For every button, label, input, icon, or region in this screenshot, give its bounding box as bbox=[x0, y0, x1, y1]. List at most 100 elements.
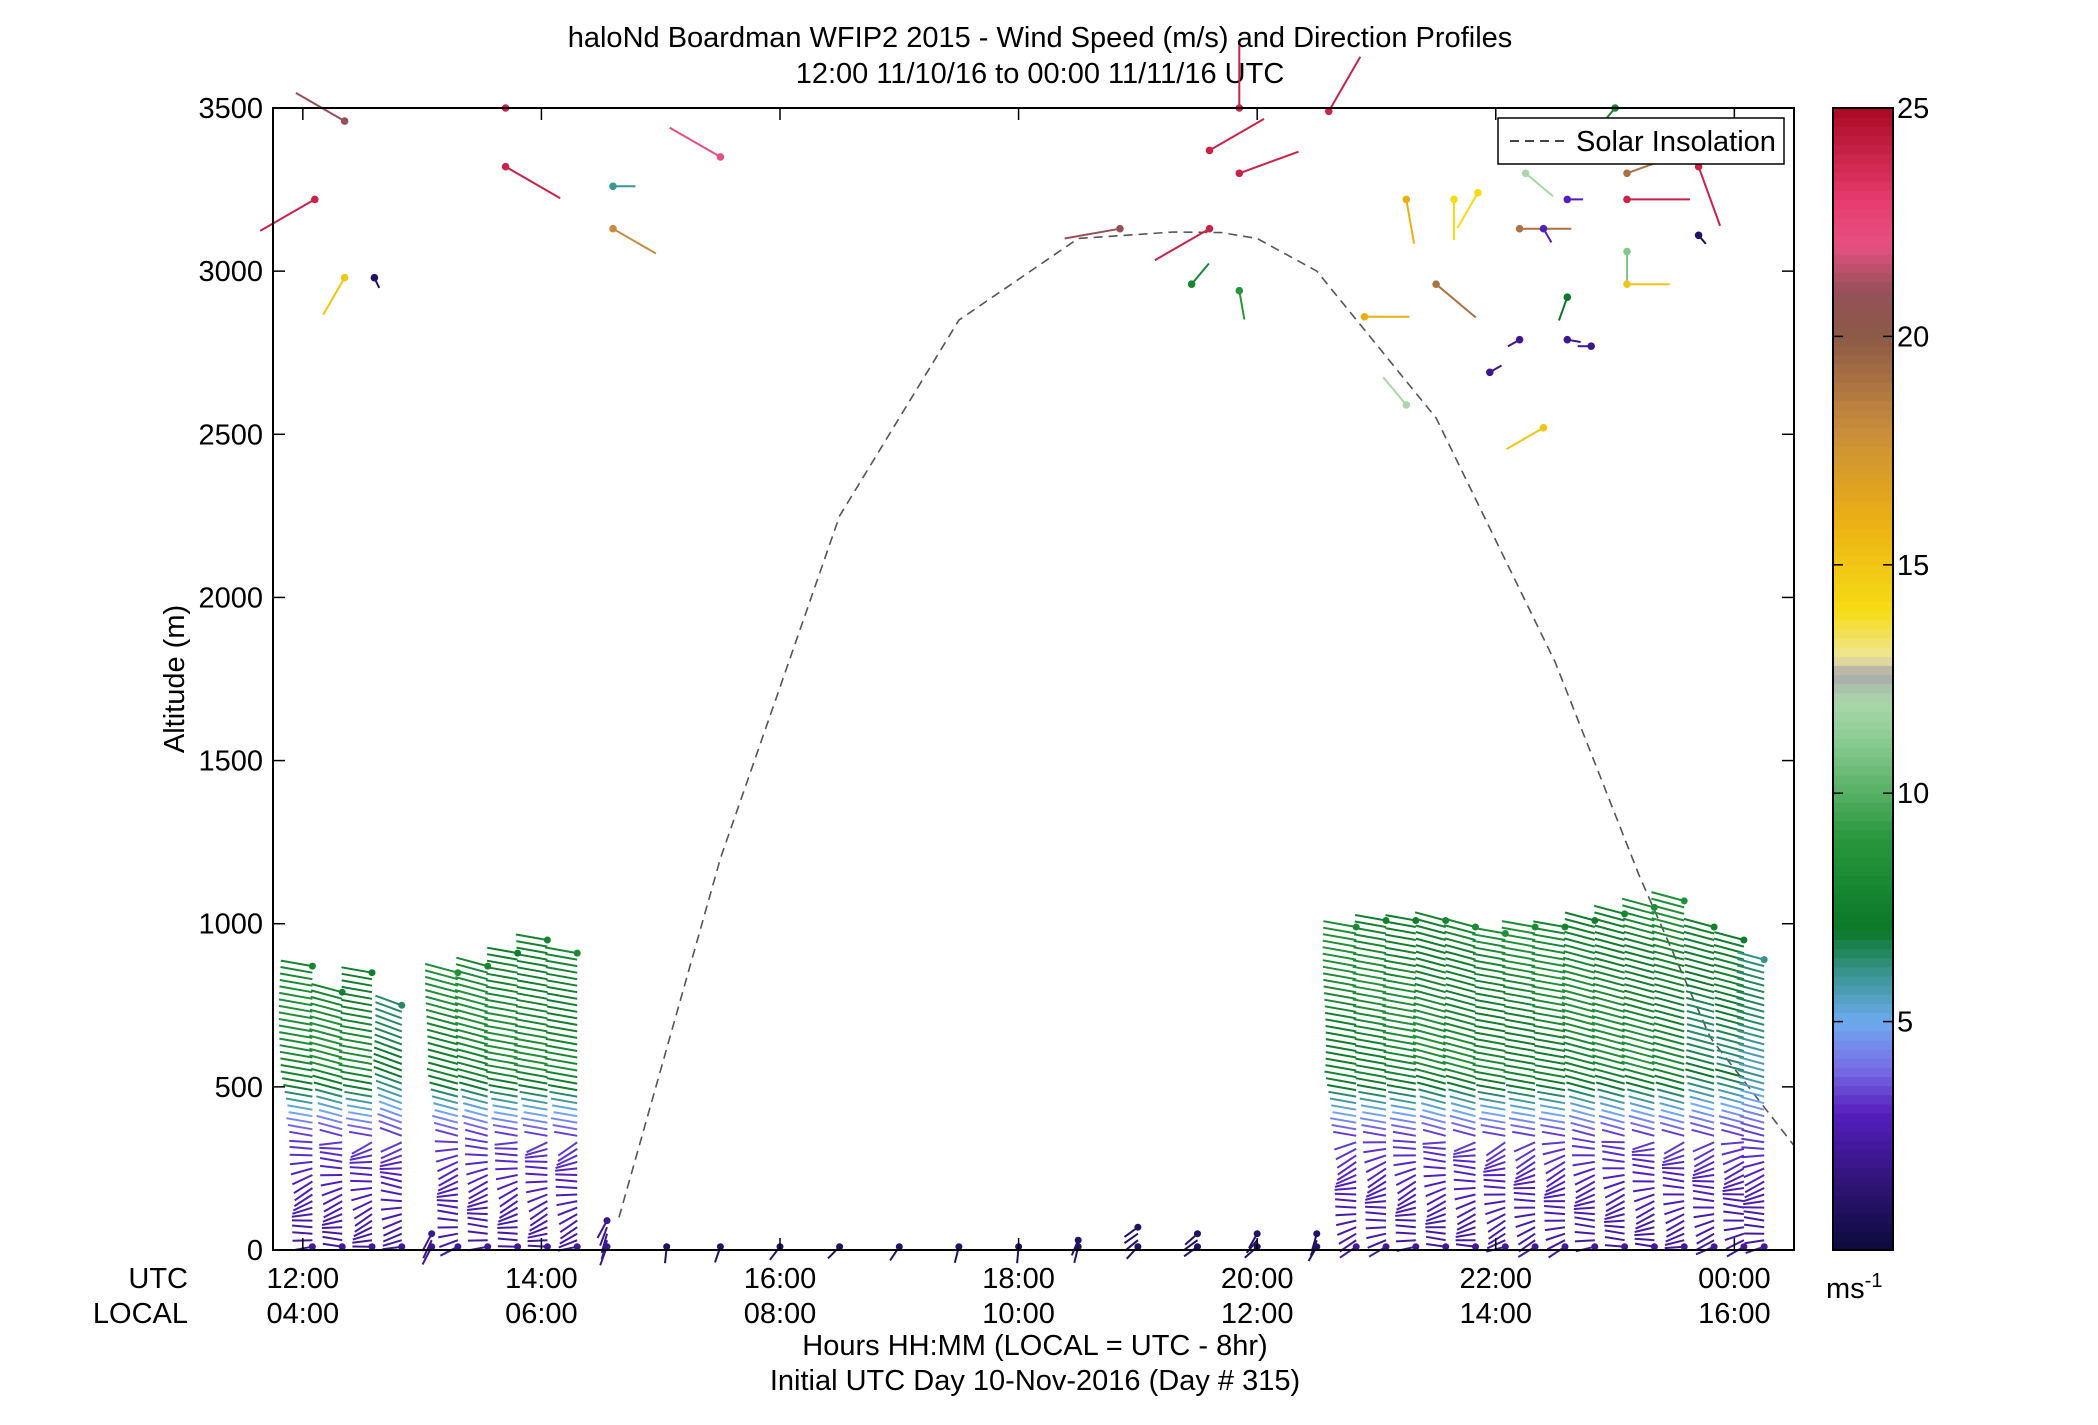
wind-barb-staff bbox=[1561, 1015, 1596, 1026]
wind-barb-staff bbox=[1419, 1114, 1446, 1124]
wind-barb-staff bbox=[1322, 933, 1357, 941]
wind-barb-staff bbox=[553, 1111, 578, 1118]
colorbar-band bbox=[1833, 1112, 1893, 1123]
wind-barb-staff bbox=[1503, 1070, 1536, 1079]
wind-barb-staff bbox=[278, 1018, 313, 1026]
wind-barb-staff bbox=[1692, 1174, 1715, 1180]
wind-barb-staff bbox=[1621, 1060, 1655, 1072]
wind-barb-staff bbox=[1652, 1048, 1685, 1059]
wind-barb-staff bbox=[1564, 911, 1596, 922]
wind-barb-staff bbox=[380, 1206, 402, 1211]
wind-barb-staff bbox=[1563, 1067, 1596, 1079]
wind-barb-staff bbox=[489, 1090, 518, 1098]
wind-barb-staff bbox=[1594, 1074, 1625, 1085]
wind-barb-dot bbox=[501, 162, 510, 171]
wind-barb-staff bbox=[519, 1090, 548, 1098]
wind-barb-staff bbox=[1504, 1038, 1536, 1046]
wind-barb-staff bbox=[338, 1063, 373, 1072]
wind-barb-staff bbox=[1591, 1028, 1625, 1039]
wind-barb-staff bbox=[1472, 946, 1506, 955]
wind-barb-staff bbox=[1367, 1174, 1387, 1189]
wind-barb-staff bbox=[322, 1193, 343, 1206]
wind-barb-staff bbox=[557, 1206, 578, 1217]
wind-barb-staff bbox=[1737, 1023, 1765, 1033]
wind-barb-staff bbox=[1474, 1077, 1506, 1085]
wind-barb-staff bbox=[1604, 1219, 1625, 1223]
wind-barb-dot bbox=[1623, 280, 1631, 289]
wind-barb-dot bbox=[1382, 1243, 1390, 1251]
wind-barb-staff bbox=[339, 1024, 373, 1033]
wind-barb-staff bbox=[466, 1167, 488, 1176]
wind-barb-staff bbox=[1471, 926, 1506, 935]
wind-barb-staff bbox=[1425, 1219, 1446, 1225]
wind-barb-staff bbox=[310, 1067, 343, 1079]
wind-barb-staff bbox=[1557, 296, 1569, 321]
wind-barb-staff bbox=[350, 1172, 373, 1176]
wind-barb-staff bbox=[1743, 1210, 1765, 1216]
wind-barb-staff bbox=[378, 1119, 403, 1131]
wind-barb-staff bbox=[556, 1154, 578, 1167]
wind-barb-staff bbox=[340, 1005, 373, 1013]
wind-barb-staff bbox=[516, 940, 548, 948]
wind-barb-staff bbox=[1591, 1034, 1625, 1046]
wind-barb-staff bbox=[1365, 1211, 1387, 1216]
wind-barb-staff bbox=[1392, 1139, 1416, 1144]
wind-barb-staff bbox=[1413, 1060, 1446, 1072]
wind-barb-dot bbox=[836, 1243, 844, 1251]
wind-barb-staff bbox=[1723, 1226, 1745, 1232]
colorbar-band bbox=[1833, 765, 1893, 776]
wind-barb-staff bbox=[1738, 1056, 1765, 1065]
wind-barb-staff bbox=[520, 1097, 548, 1105]
wind-barb-staff bbox=[545, 966, 578, 974]
wind-barb-staff bbox=[454, 1008, 488, 1020]
wind-barb-dot bbox=[1623, 169, 1631, 178]
wind-barb-staff bbox=[544, 1050, 578, 1059]
wind-barb-staff bbox=[1501, 920, 1536, 928]
wind-barb-staff bbox=[1183, 1239, 1199, 1251]
colorbar-band bbox=[1833, 162, 1893, 173]
wind-barb-staff bbox=[426, 1015, 459, 1026]
wind-barb-staff bbox=[379, 1126, 403, 1137]
wind-barb-staff bbox=[1395, 1206, 1417, 1214]
wind-barb-staff bbox=[1415, 931, 1446, 941]
wind-barb-staff bbox=[280, 1057, 313, 1065]
wind-barb-staff bbox=[1419, 1095, 1446, 1105]
wind-barb-staff bbox=[1443, 917, 1476, 928]
wind-barb-staff bbox=[555, 1185, 578, 1189]
wind-barb-staff bbox=[1634, 1232, 1655, 1237]
wind-barb-staff bbox=[348, 1111, 373, 1118]
plot-frame bbox=[272, 107, 1795, 1251]
colorbar-band bbox=[1833, 784, 1893, 794]
wind-barb-staff bbox=[1415, 1074, 1446, 1085]
wind-barb-staff bbox=[280, 959, 313, 968]
wind-barb-staff bbox=[1323, 985, 1357, 994]
wind-barb-staff bbox=[350, 1179, 373, 1183]
wind-barb-staff bbox=[1635, 1200, 1655, 1212]
wind-barb-staff bbox=[1621, 1028, 1655, 1039]
wind-barb-staff bbox=[382, 1232, 403, 1243]
wind-barb-staff bbox=[523, 1111, 548, 1118]
wind-barb-staff bbox=[1454, 1193, 1476, 1201]
wind-barb-staff bbox=[514, 1031, 548, 1039]
colorbar-band bbox=[1833, 939, 1893, 950]
wind-barb-staff bbox=[528, 1226, 548, 1236]
wind-barb-staff bbox=[379, 1160, 402, 1168]
wind-barb-staff bbox=[436, 1193, 459, 1198]
colorbar-band bbox=[1833, 153, 1893, 164]
wind-barb-staff bbox=[1412, 1015, 1446, 1026]
colorbar-tick-label: 15 bbox=[1897, 550, 1929, 582]
wind-barb-staff bbox=[279, 979, 313, 987]
colorbar-band bbox=[1833, 829, 1893, 840]
wind-barb-staff bbox=[550, 1097, 578, 1105]
wind-barb-staff bbox=[1738, 1043, 1765, 1052]
wind-barb-staff bbox=[1742, 1109, 1765, 1118]
wind-barb-staff bbox=[1325, 1044, 1357, 1052]
wind-barb-staff bbox=[1412, 1054, 1446, 1065]
wind-barb-staff bbox=[1414, 976, 1446, 987]
chart-title: haloNd Boardman WFIP2 2015 - Wind Speed … bbox=[568, 22, 1513, 54]
wind-barb-staff bbox=[1510, 1124, 1536, 1131]
wind-barb-staff bbox=[1472, 1057, 1506, 1065]
wind-barb-staff bbox=[1124, 1239, 1139, 1252]
colorbar-band bbox=[1833, 537, 1893, 548]
wind-barb-staff bbox=[1686, 1029, 1715, 1039]
